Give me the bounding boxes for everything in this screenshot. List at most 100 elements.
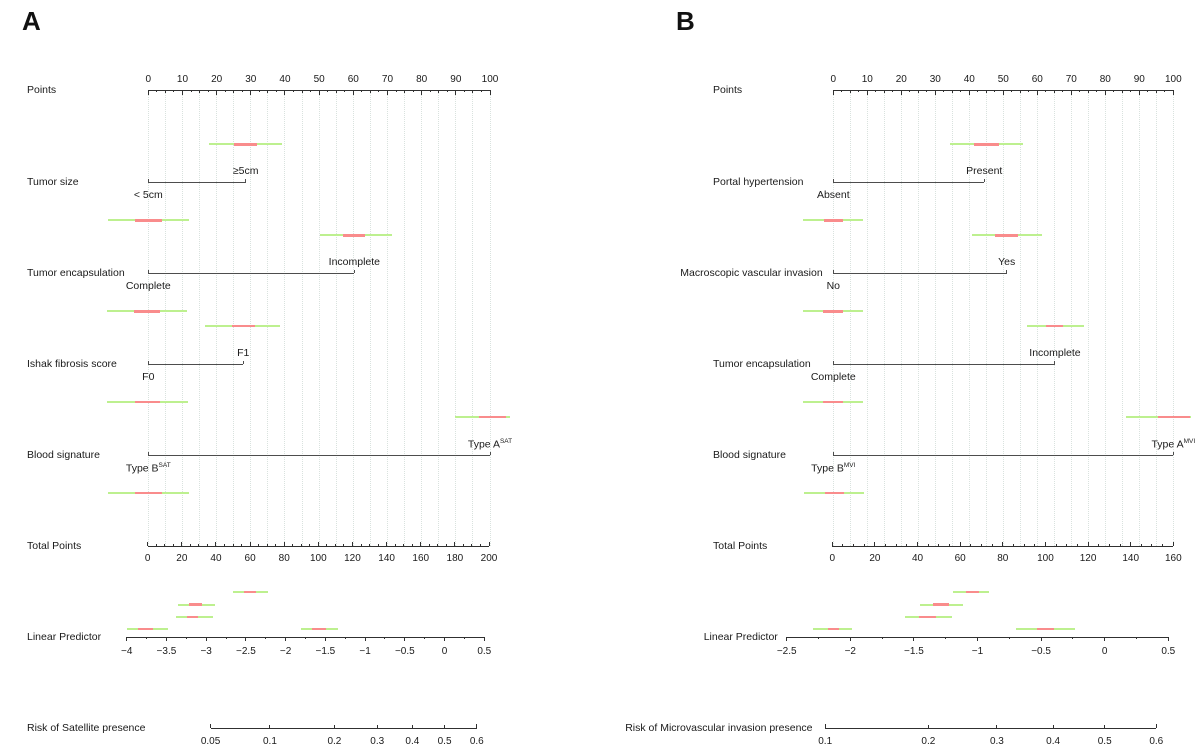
points-axis-tick-label: 80 [1099, 73, 1111, 85]
linear-predictor-minor-tick [818, 637, 819, 639]
points-axis-minor-tick [1113, 90, 1115, 92]
gridline [181, 90, 183, 546]
total-points-tick-label: 0 [829, 553, 836, 564]
gridline [318, 90, 320, 546]
gridline [352, 90, 354, 546]
total-points-minor-tick [411, 543, 413, 546]
density-strip-red [933, 603, 950, 606]
points-axis-minor-tick [361, 90, 363, 92]
total-points-minor-tick [360, 543, 362, 546]
points-axis-minor-tick [875, 90, 877, 92]
linear-predictor-minor-tick [146, 637, 148, 639]
variable-axis-line [148, 363, 244, 365]
density-strip-red [231, 324, 255, 328]
gridline [1104, 90, 1106, 546]
linear-predictor-minor-tick [265, 637, 267, 639]
points-axis-mid-tick [917, 90, 919, 93]
points-axis-tick-label: 50 [313, 73, 325, 85]
risk-axis-line [210, 727, 477, 729]
linear-predictor-major-tick [849, 637, 851, 641]
points-axis-minor-tick [327, 90, 329, 92]
total-points-minor-tick [1151, 543, 1153, 546]
total-points-minor-tick [1012, 543, 1014, 546]
variable-level-label: Incomplete [328, 255, 381, 268]
total-points-minor-tick [292, 543, 294, 546]
risk-axis-tick-label: 0.2 [921, 736, 936, 748]
points-axis-mid-tick [472, 90, 474, 93]
total-points-axis-line [147, 545, 489, 547]
linear-predictor-tick-label: 0 [441, 645, 448, 657]
points-axis-tick-label: 40 [963, 73, 975, 85]
linear-predictor-tick-label: −1.5 [904, 645, 924, 657]
linear-predictor-major-tick [364, 637, 366, 641]
linear-predictor-minor-tick [881, 637, 883, 639]
variable-axis-end-tick [147, 178, 149, 183]
total-points-tick-label: 60 [954, 553, 966, 564]
gridline [421, 90, 423, 546]
linear-predictor-major-tick [913, 637, 915, 641]
total-points-major-tick [215, 542, 217, 546]
linear-predictor-minor-tick [384, 637, 386, 639]
total-points-minor-tick [462, 543, 464, 546]
variable-axis-end-tick [147, 451, 149, 455]
points-axis-minor-tick [480, 90, 482, 92]
gridline [1053, 90, 1055, 546]
variable-level-label: Absent [816, 188, 850, 201]
variable-axis-end-tick [832, 269, 834, 274]
gridline [1138, 90, 1140, 546]
points-axis-mid-tick [369, 90, 371, 93]
total-points-minor-tick [895, 543, 897, 546]
gridline [951, 90, 953, 546]
points-axis-major-tick [386, 90, 388, 95]
points-axis-major-tick [250, 90, 252, 95]
points-axis-minor-tick [994, 90, 996, 92]
total-points-minor-tick [377, 543, 379, 546]
points-axis-mid-tick [438, 90, 440, 93]
linear-predictor-minor-tick [463, 637, 465, 639]
variable-axis-end-tick [832, 360, 834, 364]
total-points-major-tick [1044, 542, 1046, 546]
risk-axis-tick [927, 724, 929, 729]
variable-axis-line [833, 454, 1174, 456]
linear-predictor-major-tick [205, 637, 207, 641]
axis-title-points: Points [713, 83, 743, 96]
total-points-minor-tick [1034, 543, 1036, 546]
total-points-major-tick [386, 542, 388, 546]
points-axis-tick-label: 70 [381, 73, 394, 85]
points-axis-minor-tick [275, 90, 277, 92]
variable-axis-end-tick [489, 451, 491, 455]
total-points-minor-tick [309, 543, 311, 546]
risk-axis-tick-label: 0.6 [469, 736, 484, 748]
points-axis-minor-tick [1079, 90, 1081, 92]
points-axis-minor-tick [429, 90, 431, 92]
linear-predictor-tick-label: −1.5 [315, 645, 336, 657]
variable-level-label: ≥5cm [232, 164, 259, 177]
variable-axis-end-tick [832, 451, 834, 455]
total-points-minor-tick [885, 543, 887, 546]
total-points-major-tick [874, 542, 876, 546]
points-axis-major-tick [832, 90, 834, 95]
risk-axis-tick [333, 724, 335, 729]
gridline [1087, 90, 1089, 546]
total-points-minor-tick [155, 543, 157, 546]
variable-axis-end-tick [1006, 269, 1008, 274]
gridline [968, 90, 970, 546]
total-points-minor-tick [863, 543, 865, 546]
points-axis-tick-label: 10 [861, 73, 873, 85]
total-points-minor-tick [471, 543, 473, 546]
total-points-tick-label: 200 [480, 553, 498, 564]
variable-level-label: F0 [142, 370, 155, 383]
total-points-minor-tick [479, 543, 481, 546]
total-points-minor-tick [970, 543, 972, 546]
points-axis-minor-tick [258, 90, 260, 92]
total-points-major-tick [249, 542, 251, 546]
linear-predictor-major-tick [324, 637, 326, 641]
points-axis-minor-tick [1011, 90, 1013, 92]
density-strip-red [825, 491, 845, 495]
density-strip-red [823, 310, 843, 313]
risk-axis-tick-label: 0.2 [327, 736, 342, 748]
risk-axis-tick [411, 724, 413, 729]
density-strip-red [189, 603, 202, 606]
density-strip-red [1158, 415, 1190, 419]
